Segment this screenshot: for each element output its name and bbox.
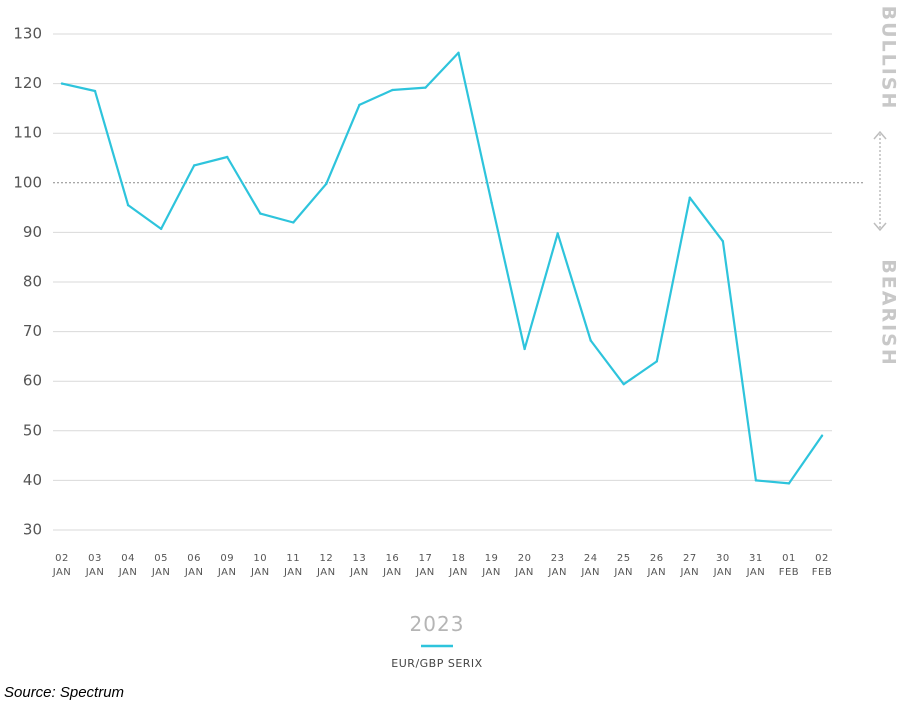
data-point [358, 103, 361, 107]
data-point [490, 201, 493, 204]
x-tick-day: 02 [55, 553, 69, 564]
data-point [589, 339, 592, 342]
x-tick-month: JAN [316, 567, 336, 578]
legend-label: EUR/GBP SERIX [391, 657, 482, 670]
y-tick-label: 100 [13, 173, 42, 191]
x-tick-month: JAN [580, 567, 600, 578]
data-point [424, 86, 427, 89]
x-axis-ticks: 02 JAN 03 JAN 04 JAN 05 JAN 06 JAN 09 JAN 10 JAN 11 JAN… [52, 553, 832, 578]
data-point [655, 360, 658, 363]
series-line-eur-gbp-serix [60, 51, 824, 485]
x-tick-month: JAN [52, 567, 72, 578]
y-tick-label: 110 [13, 124, 42, 142]
legend: EUR/GBP SERIX [391, 644, 482, 670]
x-tick-day: 01 [782, 553, 796, 564]
x-tick-month: JAN [646, 567, 666, 578]
x-axis-title: 2023 [410, 612, 465, 636]
bearish-label: BEARISH [878, 259, 900, 366]
data-point [622, 382, 625, 386]
x-tick-day: 03 [88, 553, 102, 564]
x-tick-day: 10 [253, 553, 267, 564]
data-point [259, 212, 262, 215]
x-tick-day: 06 [187, 553, 201, 564]
source-note: Source: Spectrum [4, 684, 125, 701]
data-point [93, 89, 97, 93]
x-tick-month: JAN [349, 567, 369, 578]
sentiment-indicator: BULLISH BEARISH [873, 6, 900, 367]
x-tick-day: 12 [319, 553, 333, 564]
x-tick-day: 24 [584, 553, 598, 564]
x-tick-day: 25 [617, 553, 631, 564]
data-point [457, 51, 460, 55]
series-layer [60, 51, 824, 485]
y-axis-ticks: 130 120 110 100 90 80 70 60 50 40 30 [13, 25, 42, 539]
y-tick-label: 70 [23, 322, 42, 340]
x-tick-month: JAN [415, 567, 435, 578]
data-point [523, 347, 526, 351]
data-point [688, 196, 692, 199]
y-tick-label: 60 [23, 372, 42, 390]
x-tick-day: 09 [220, 553, 234, 564]
x-tick-month: JAN [613, 567, 633, 578]
data-point [60, 82, 64, 85]
y-tick-label: 130 [13, 25, 42, 43]
x-tick-month: JAN [680, 567, 700, 578]
data-point [159, 227, 163, 231]
data-point [754, 479, 758, 482]
x-tick-month: JAN [85, 567, 105, 578]
x-tick-month: JAN [250, 567, 270, 578]
x-tick-month: FEB [812, 567, 832, 578]
x-tick-day: 20 [518, 553, 532, 564]
x-tick-day: 26 [650, 553, 664, 564]
x-tick-day: 27 [683, 553, 697, 564]
x-tick-month: JAN [481, 567, 501, 578]
y-tick-label: 30 [23, 521, 42, 539]
data-point [820, 434, 824, 437]
x-tick-day: 11 [286, 553, 300, 564]
x-tick-month: JAN [547, 567, 567, 578]
x-tick-day: 17 [419, 553, 433, 564]
bullish-label: BULLISH [878, 6, 900, 111]
x-tick-month: JAN [514, 567, 534, 578]
gridlines [53, 33, 865, 531]
x-tick-month: JAN [151, 567, 171, 578]
data-points [60, 51, 824, 485]
y-tick-label: 40 [23, 471, 42, 489]
data-point [556, 232, 559, 235]
x-tick-month: JAN [184, 567, 204, 578]
data-point [126, 203, 130, 207]
y-tick-label: 80 [23, 273, 42, 291]
data-point [192, 164, 196, 167]
data-point [226, 155, 229, 159]
data-point [325, 182, 328, 185]
x-tick-day: 16 [386, 553, 400, 564]
data-point [391, 88, 394, 92]
x-tick-month: JAN [118, 567, 138, 578]
x-tick-month: JAN [713, 567, 733, 578]
x-tick-day: 30 [716, 553, 730, 564]
x-tick-day: 02 [815, 553, 829, 564]
x-tick-month: JAN [448, 567, 468, 578]
x-tick-month: JAN [217, 567, 237, 578]
x-tick-month: JAN [746, 567, 766, 578]
double-arrow-icon [873, 130, 887, 232]
x-tick-month: JAN [283, 567, 303, 578]
x-tick-month: FEB [779, 567, 799, 578]
x-tick-day: 05 [154, 553, 168, 564]
y-tick-label: 90 [23, 223, 42, 241]
y-tick-label: 120 [13, 74, 42, 92]
data-point [292, 221, 295, 224]
y-tick-label: 50 [23, 421, 42, 439]
x-tick-day: 18 [452, 553, 466, 564]
data-point [787, 482, 791, 485]
x-tick-day: 13 [353, 553, 367, 564]
x-tick-day: 23 [551, 553, 565, 564]
x-tick-month: JAN [382, 567, 402, 578]
x-tick-day: 31 [749, 553, 763, 564]
data-point [721, 240, 725, 243]
x-tick-day: 04 [121, 553, 135, 564]
x-tick-day: 19 [485, 553, 499, 564]
